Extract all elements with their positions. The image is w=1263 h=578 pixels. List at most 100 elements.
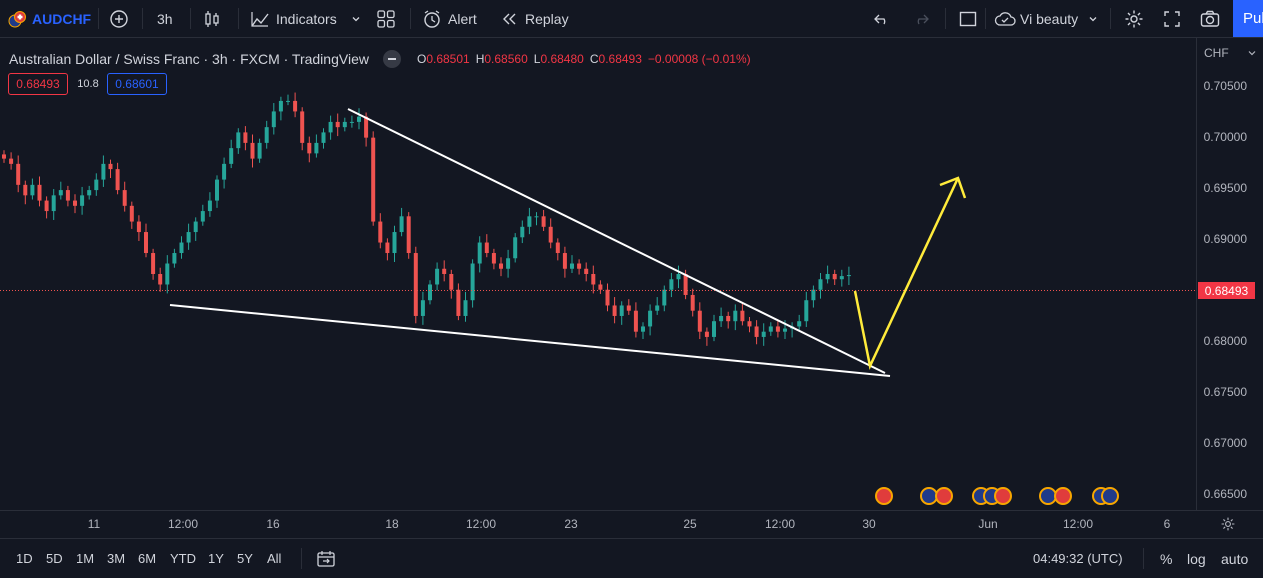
price-tick: 0.67500 (1203, 385, 1247, 399)
candle-body (783, 328, 787, 332)
layout-menu-button[interactable]: Vi beauty (994, 0, 1098, 37)
candle-body (626, 305, 631, 311)
square-icon (959, 11, 977, 26)
candle-body (108, 163, 113, 170)
chart-canvas[interactable] (0, 38, 1196, 510)
fullscreen-button[interactable] (1163, 0, 1181, 37)
alert-button[interactable]: Alert (422, 0, 477, 37)
candle-body (392, 232, 397, 254)
candle-body (733, 310, 738, 322)
bottom-toolbar: 1D 5D 1M 3M 6M YTD 1Y 5Y All 04:49:32 (U… (0, 538, 1263, 578)
low-key: L (533, 52, 541, 66)
candle-body (30, 184, 35, 196)
currency-selector[interactable]: CHF (1204, 46, 1257, 60)
range-5y-button[interactable]: 5Y (237, 539, 253, 578)
candle-body (555, 242, 560, 254)
change-value: −0.00008 (−0.01%) (647, 52, 751, 66)
fullscreen-layout-button[interactable] (958, 0, 978, 37)
publish-button[interactable]: Publish (1233, 0, 1263, 37)
redo-icon (917, 14, 929, 24)
redo-button[interactable] (912, 0, 930, 37)
candle-body (179, 242, 184, 254)
log-scale-toggle[interactable]: log (1187, 539, 1206, 578)
candle-body (690, 294, 695, 311)
candle-body (577, 263, 582, 269)
candle-body (271, 111, 276, 128)
grid-icon (377, 9, 395, 28)
candle-body (712, 321, 716, 337)
range-label: 1D (16, 551, 33, 566)
symbol-search-button[interactable]: AUDCHF (8, 0, 91, 37)
event-flag-au[interactable] (1101, 487, 1119, 505)
range-6m-button[interactable]: 6M (138, 539, 156, 578)
snapshot-button[interactable] (1200, 0, 1220, 37)
rewind-icon (503, 13, 516, 24)
timezone-button[interactable]: 04:49:32 (UTC) (1033, 539, 1123, 578)
event-flag-ch[interactable] (935, 487, 953, 505)
indicators-dropdown-button[interactable] (351, 0, 361, 37)
indicators-button[interactable]: Indicators (250, 0, 337, 37)
collapse-legend-icon[interactable] (382, 50, 401, 68)
chart-pane[interactable] (0, 38, 1196, 510)
candle-body (846, 275, 851, 277)
calendar-range-icon (317, 550, 335, 567)
settings-button[interactable] (1124, 0, 1144, 37)
sell-price-button[interactable]: 0.68493 (8, 73, 68, 95)
range-ytd-button[interactable]: YTD (170, 539, 196, 578)
auto-scale-toggle[interactable]: auto (1221, 539, 1248, 578)
time-axis[interactable]: 11 12:00 16 18 12:00 23 25 12:00 30 Jun … (0, 510, 1263, 539)
undo-icon (874, 14, 886, 24)
range-1y-button[interactable]: 1Y (208, 539, 224, 578)
candle-body (314, 142, 319, 154)
candle-body (562, 253, 567, 269)
goto-date-button[interactable] (316, 539, 336, 578)
candle-body (591, 274, 596, 285)
candle-body (420, 300, 425, 316)
range-all-button[interactable]: All (267, 539, 281, 578)
templates-button[interactable] (376, 0, 396, 37)
candle-body (151, 253, 156, 274)
range-1m-button[interactable]: 1M (76, 539, 94, 578)
event-flag-ch[interactable] (875, 487, 893, 505)
axis-settings-button[interactable] (1220, 516, 1236, 537)
range-3m-button[interactable]: 3M (107, 539, 125, 578)
candle-body (541, 216, 546, 227)
candle-body (648, 310, 653, 327)
price-axis[interactable]: CHF 0.70500 0.70000 0.69500 0.69000 0.68… (1196, 38, 1263, 510)
candle-body (236, 132, 241, 149)
range-label: 5Y (237, 551, 253, 566)
event-flag-ch[interactable] (1054, 487, 1072, 505)
replay-button[interactable]: Replay (501, 0, 569, 37)
event-flag-ch[interactable] (994, 487, 1012, 505)
lower-trendline[interactable] (169, 304, 891, 377)
symbol-title[interactable]: Australian Dollar / Swiss Franc · 3h · F… (9, 51, 369, 67)
candle-body (278, 100, 283, 112)
time-tick: 12:00 (1062, 517, 1094, 531)
candle-body (23, 184, 28, 196)
candle-body (669, 279, 674, 290)
chart-type-button[interactable] (202, 0, 222, 37)
replay-label: Replay (525, 10, 569, 27)
compare-button[interactable] (109, 0, 129, 37)
time-tick: 18 (385, 517, 399, 531)
percent-scale-toggle[interactable]: % (1160, 539, 1172, 578)
buy-price-button[interactable]: 0.68601 (107, 73, 167, 95)
interval-button[interactable]: 3h (157, 0, 173, 37)
layout-name-label: Vi beauty (1020, 10, 1079, 27)
candle-body (797, 321, 802, 327)
range-5d-button[interactable]: 5D (46, 539, 63, 578)
indicators-icon (251, 11, 269, 27)
candle-body (357, 116, 361, 122)
current-price-badge: 0.68493 (1198, 282, 1255, 299)
candle-body (633, 310, 638, 332)
range-1d-button[interactable]: 1D (16, 539, 33, 578)
upper-trendline[interactable] (347, 108, 886, 374)
forecast-arrow[interactable] (853, 177, 960, 370)
candle-body (215, 179, 219, 201)
candle-body (413, 253, 418, 316)
undo-button[interactable] (873, 0, 891, 37)
candle-body (477, 242, 482, 264)
cloud-icon (994, 11, 1016, 26)
price-tick: 0.69000 (1203, 232, 1247, 246)
candle-body (435, 268, 440, 285)
